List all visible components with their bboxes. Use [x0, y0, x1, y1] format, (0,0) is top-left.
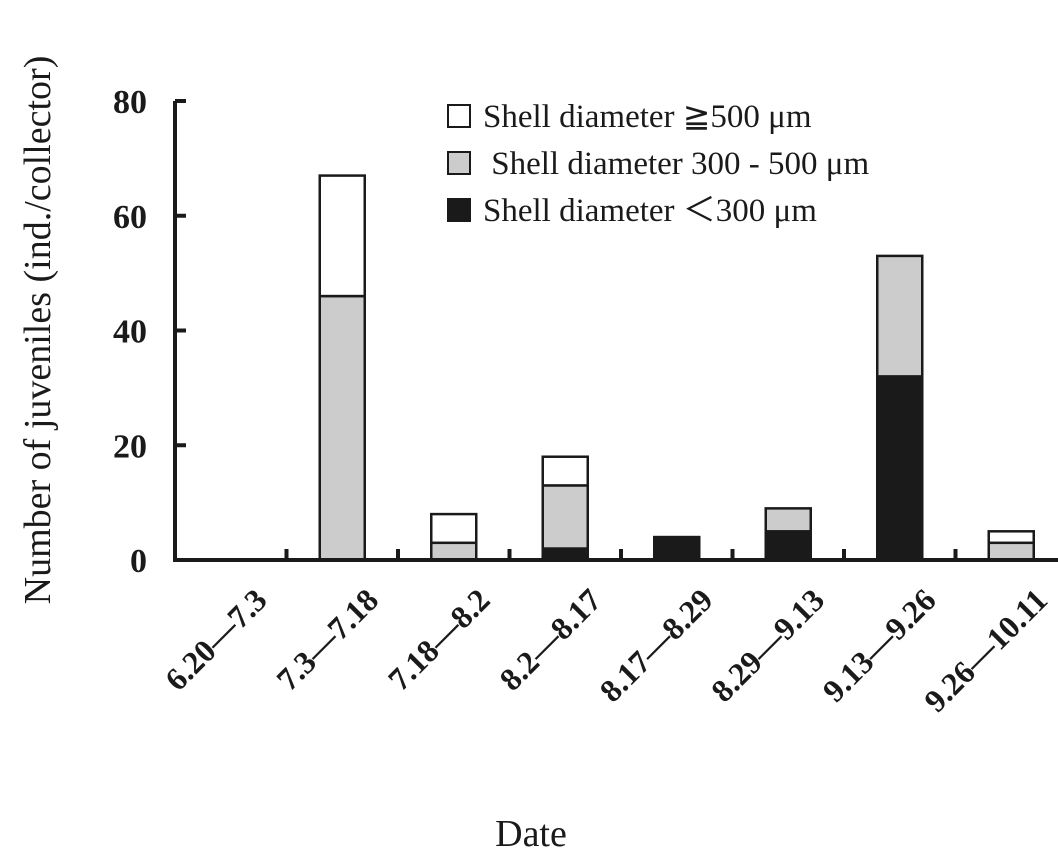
category-labels: 6.20—7.37.3—7.187.18—8.28.2—8.178.17—8.2…: [158, 581, 1054, 718]
legend-label: Shell diameter ≧500 μm: [483, 99, 812, 135]
x-tick-label: 7.3—7.18: [269, 581, 385, 697]
bar-segment-series-1: [989, 543, 1034, 560]
bar-segment-series-1: [766, 508, 811, 531]
bar-segment-series-1: [877, 256, 922, 376]
legend-swatch: [448, 199, 470, 221]
legend-label: Shell diameter ＜300 μm: [483, 193, 817, 229]
y-tick-label: 20: [113, 428, 147, 465]
y-tick-label: 80: [113, 84, 147, 121]
x-tick-label: 8.17—8.29: [592, 581, 719, 708]
legend-swatch: [448, 152, 470, 174]
bar-segment-series-1: [543, 485, 588, 548]
y-axis-title: Number of juveniles (ind./collector): [17, 56, 59, 605]
y-tick-label: 0: [130, 543, 147, 580]
bar-segment-series-2: [989, 531, 1034, 542]
legend: Shell diameter ≧500 μm Shell diameter 30…: [448, 99, 869, 229]
x-tick-label: 6.20—7.3: [158, 581, 274, 697]
legend-label: Shell diameter 300 - 500 μm: [483, 146, 869, 182]
x-axis-title: Date: [495, 813, 567, 852]
x-tick-label: 8.29—9.13: [704, 581, 831, 708]
bars: [320, 176, 1034, 560]
bar-segment-series-2: [431, 514, 476, 543]
bar-segment-series-0: [654, 537, 699, 560]
bar-segment-series-1: [320, 296, 365, 560]
y-tick-label: 40: [113, 314, 147, 351]
x-tick-label: 8.2—8.17: [492, 581, 608, 697]
bar-segment-series-0: [877, 376, 922, 560]
bar-segment-series-2: [543, 457, 588, 486]
legend-swatch: [448, 105, 470, 127]
bar-segment-series-1: [431, 543, 476, 560]
bar-segment-series-0: [766, 531, 811, 560]
y-tick-label: 60: [113, 199, 147, 236]
bar-segment-series-2: [320, 176, 365, 296]
x-tick-label: 7.18—8.2: [381, 581, 497, 697]
